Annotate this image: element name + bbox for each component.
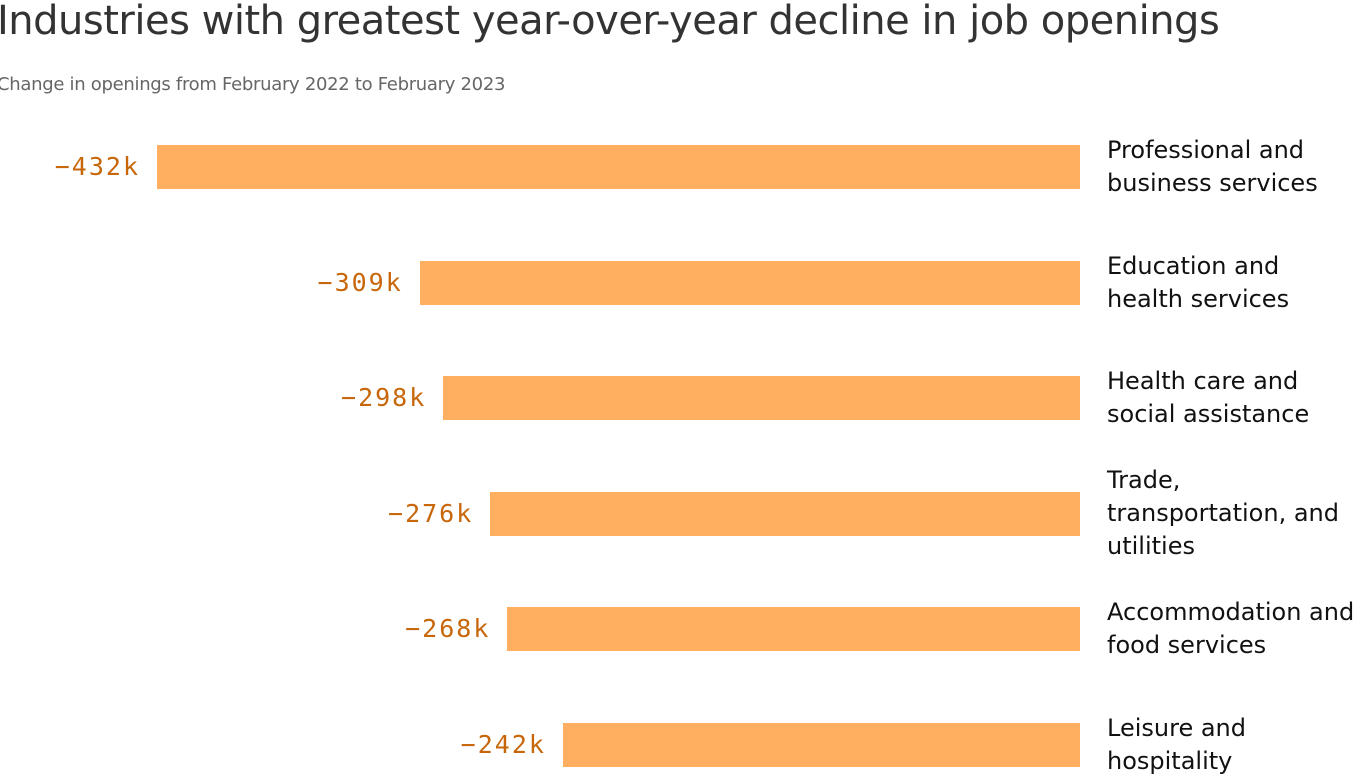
bar xyxy=(490,491,1080,536)
category-label: Education and health services xyxy=(1107,251,1290,313)
category-label: Trade, transportation, and utilities xyxy=(1107,466,1339,560)
chart-subtitle: Change in openings from February 2022 to… xyxy=(0,74,506,95)
category-label: Accommodation and food services xyxy=(1107,598,1355,659)
bar xyxy=(507,607,1080,651)
bar xyxy=(562,722,1080,767)
bar xyxy=(443,376,1080,420)
chart-title: Industries with greatest year-over-year … xyxy=(0,0,1220,44)
value-label: −432k xyxy=(54,152,140,181)
value-label: −298k xyxy=(341,383,427,412)
value-label: −268k xyxy=(405,614,491,643)
bar xyxy=(419,260,1080,305)
value-label: −309k xyxy=(317,267,403,297)
value-label: −276k xyxy=(388,498,474,528)
category-label: Professional and business services xyxy=(1107,136,1318,197)
value-label: −242k xyxy=(460,729,546,759)
category-label: Health care and social assistance xyxy=(1107,367,1310,428)
bar xyxy=(157,145,1080,189)
